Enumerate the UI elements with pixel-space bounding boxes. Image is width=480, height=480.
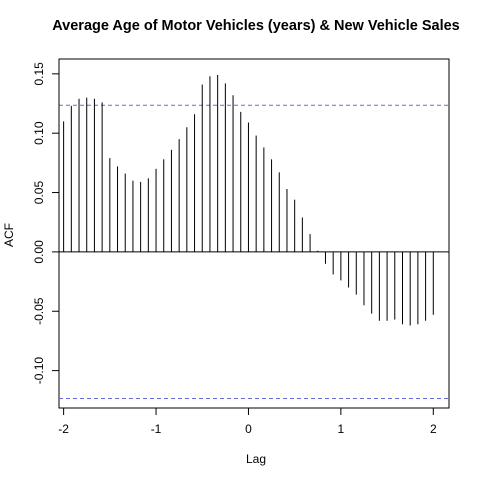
x-tick-label: 2 — [430, 422, 437, 436]
x-axis: -2 -1 0 1 2 — [58, 407, 437, 436]
x-axis-label: Lag — [246, 452, 266, 466]
y-tick-label: 0.05 — [32, 181, 46, 205]
x-tick-label: 0 — [245, 422, 252, 436]
y-axis: -0.10 -0.05 0.00 0.05 0.10 0.15 — [32, 62, 60, 385]
y-tick-label: 0.00 — [32, 240, 46, 264]
chart-title: Average Age of Motor Vehicles (years) & … — [52, 18, 460, 34]
x-tick-label: 1 — [338, 422, 345, 436]
x-tick-label: -2 — [58, 422, 69, 436]
y-tick-label: 0.10 — [32, 121, 46, 145]
y-tick-label: 0.15 — [32, 62, 46, 86]
x-tick-label: -1 — [151, 422, 162, 436]
y-axis-label: ACF — [2, 223, 16, 247]
plot-area — [58, 58, 450, 409]
y-tick-label: -0.05 — [32, 297, 46, 325]
y-tick-label: -0.10 — [32, 357, 46, 385]
